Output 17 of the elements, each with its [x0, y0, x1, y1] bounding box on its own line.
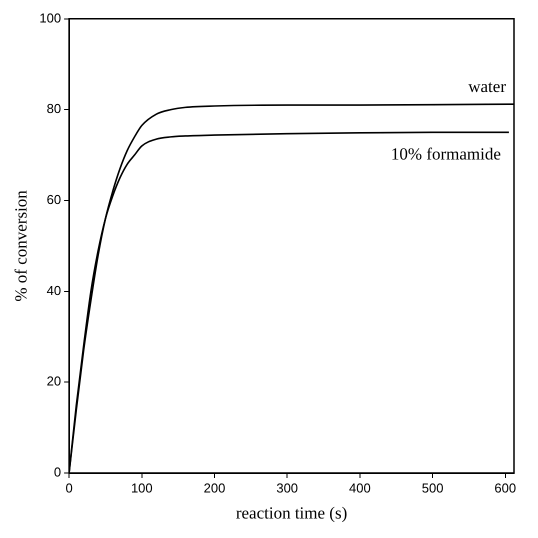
x-tick-label: 500 — [422, 480, 444, 496]
y-tick-label: 0 — [54, 464, 62, 480]
y-axis-title: % of conversion — [12, 190, 31, 302]
x-axis-title: reaction time (s) — [236, 503, 348, 522]
x-tick-label: 400 — [349, 480, 371, 496]
x-tick-label: 600 — [494, 480, 516, 496]
series-label: water — [468, 77, 506, 96]
series-label: 10% formamide — [390, 144, 501, 164]
y-tick-label: 60 — [46, 192, 62, 208]
x-tick-label: 0 — [65, 480, 73, 496]
y-tick-label: 80 — [46, 101, 62, 116]
x-tick-label: 200 — [204, 480, 226, 496]
y-tick-label: 100 — [39, 10, 62, 26]
y-tick-label: 20 — [46, 374, 62, 389]
x-tick-label: 300 — [276, 480, 298, 496]
y-tick-label: 40 — [46, 282, 62, 298]
x-tick-label: 100 — [130, 480, 153, 496]
